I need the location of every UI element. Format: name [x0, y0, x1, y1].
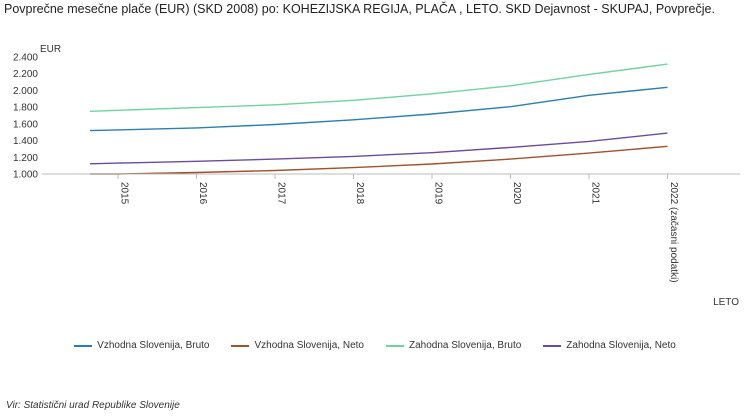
series-line[interactable] — [89, 132, 668, 165]
legend-item[interactable]: Vzhodna Slovenija, Bruto — [74, 340, 209, 351]
x-tick-label: 2018 — [354, 182, 365, 205]
series-line[interactable] — [90, 145, 668, 175]
x-tick-label: 2015 — [119, 182, 130, 205]
y-tick-label: 2.200 — [13, 69, 38, 80]
y-axis-label: EUR — [40, 44, 61, 55]
legend-item[interactable]: Zahodna Slovenija, Bruto — [386, 340, 521, 351]
x-axis-label: LETO — [713, 297, 739, 308]
y-tick-label: 1.400 — [13, 136, 38, 147]
x-tick-label: 2016 — [197, 182, 208, 205]
legend-label: Vzhodna Slovenija, Neto — [254, 340, 364, 351]
legend-swatch — [543, 344, 562, 347]
legend-swatch — [386, 344, 404, 347]
y-tick-label: 2.400 — [13, 53, 38, 64]
source-note: Vir: Statistični urad Republike Slovenij… — [6, 400, 180, 411]
y-axis-ticks: 1.000 1.200 1.400 1.600 1.800 2.000 2.200 2.400 — [13, 53, 38, 181]
legend-item[interactable]: Vzhodna Slovenija, Neto — [231, 340, 364, 351]
y-tick-label: 1.000 — [13, 170, 38, 181]
chart-title: Povprečne mesečne plače (EUR) (SKD 2008)… — [4, 2, 715, 16]
legend-label: Zahodna Slovenija, Bruto — [409, 340, 522, 351]
x-tick-label: 2020 — [511, 182, 522, 205]
legend-label: Vzhodna Slovenija, Bruto — [97, 340, 210, 351]
y-tick-label: 2.000 — [13, 86, 38, 97]
x-tick-label: 2021 — [590, 182, 601, 205]
x-tick-label: 2017 — [276, 182, 287, 205]
series-lines — [89, 63, 668, 175]
series-line[interactable] — [89, 86, 668, 132]
x-tick-label: 2019 — [433, 182, 444, 205]
x-tick-label: 2022 (začasni podatki) — [668, 182, 679, 283]
legend-swatch — [231, 344, 250, 347]
legend-item[interactable]: Zahodna Slovenija, Neto — [543, 340, 676, 351]
x-axis-ticks: 2015 2016 2017 2018 2019 2020 2021 2022 (začasn… — [117, 174, 679, 283]
y-tick-label: 1.600 — [13, 119, 38, 130]
y-tick-label: 1.200 — [13, 153, 38, 164]
series-line[interactable] — [89, 63, 668, 112]
y-tick-label: 1.800 — [13, 103, 38, 114]
legend-swatch — [74, 344, 93, 347]
legend-label: Zahodna Slovenija, Neto — [566, 340, 676, 351]
legend: Vzhodna Slovenija, Bruto Vzhodna Slovenij… — [0, 340, 750, 351]
